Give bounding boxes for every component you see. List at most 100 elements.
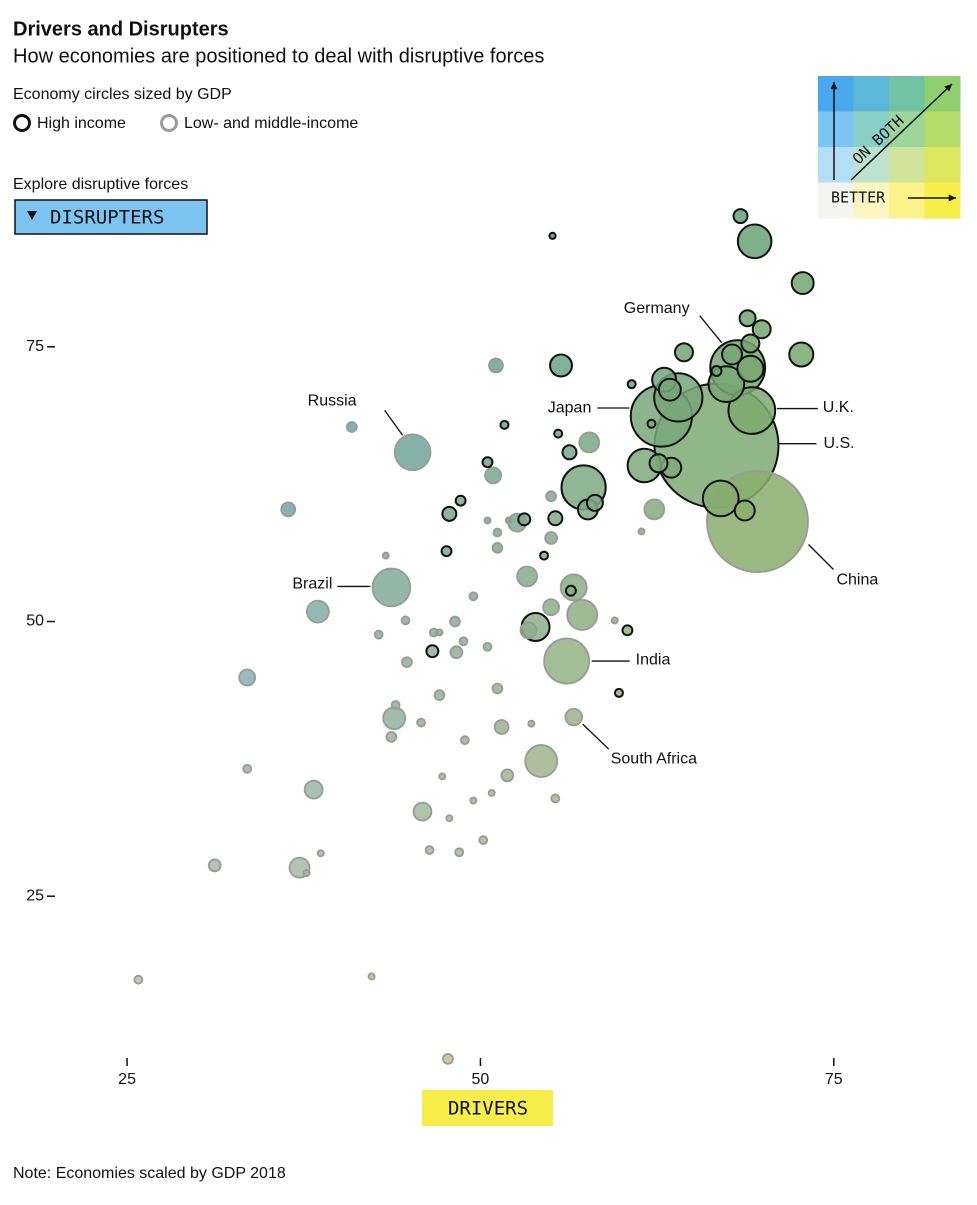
annotation: U.K.	[823, 399, 854, 416]
bubble	[424, 845, 435, 855]
dropdown[interactable]: DISRUPTERS	[14, 199, 208, 235]
bubble	[371, 567, 412, 608]
bubble	[433, 689, 446, 701]
bubble	[401, 656, 413, 669]
bubble	[303, 779, 324, 800]
bubble	[458, 636, 469, 647]
dropdown-box[interactable]	[14, 199, 208, 235]
bubble	[412, 801, 433, 822]
bubble	[504, 516, 513, 525]
bubble	[788, 341, 815, 368]
bubble	[385, 731, 398, 743]
bubble	[207, 858, 222, 873]
legend-arrowhead	[948, 194, 956, 202]
chart-title: Drivers and Disrupters	[13, 18, 229, 40]
bubble	[727, 386, 777, 435]
bubble	[657, 377, 682, 402]
bubble	[483, 516, 492, 525]
bubble	[242, 763, 253, 774]
bubble	[545, 490, 557, 503]
bubble	[613, 687, 624, 698]
bubble	[646, 418, 657, 429]
bubble	[621, 624, 634, 637]
legend-grid-cell	[818, 111, 854, 148]
bubble	[721, 343, 743, 366]
bubble	[637, 527, 646, 536]
bubble	[732, 208, 749, 225]
bubble	[390, 700, 401, 710]
bubble	[547, 510, 564, 527]
chart-subtitle: How economies are positioned to deal wit…	[13, 45, 544, 67]
bubble	[468, 591, 479, 602]
legend-grid-cell	[818, 76, 854, 112]
bubble	[482, 641, 493, 652]
bubble	[306, 599, 330, 624]
bubble	[435, 628, 444, 637]
legend-arrow	[850, 83, 953, 181]
bubble	[500, 768, 515, 783]
y-tick-label: 50	[26, 613, 44, 630]
bubble	[790, 271, 815, 296]
bubble	[550, 793, 561, 804]
bubble	[516, 565, 538, 588]
bubble	[441, 505, 458, 522]
bubble	[585, 493, 604, 512]
legend-arrowhead	[944, 84, 952, 92]
bubble	[517, 512, 532, 527]
y-axis-label[interactable]: DISRUPTERS	[50, 207, 164, 229]
bubble	[493, 719, 510, 735]
legend-grid-cell	[853, 76, 890, 112]
x-tick-label: 75	[825, 1071, 843, 1088]
bubble	[566, 599, 599, 631]
bubble	[740, 333, 761, 354]
legend-grid-cell	[853, 182, 890, 219]
legend-grid-cell	[818, 182, 854, 219]
bubble	[527, 719, 536, 728]
annotation: Russia	[308, 393, 357, 410]
bubble	[736, 223, 773, 260]
dropdown-arrow[interactable]	[27, 211, 37, 220]
bubble	[544, 531, 558, 545]
bubble	[564, 584, 577, 597]
bubble	[539, 550, 550, 561]
bubble	[382, 706, 407, 731]
bubble	[438, 772, 447, 781]
legend-grid-cell	[924, 147, 961, 183]
annotation: U.S.	[823, 435, 854, 452]
bubble	[133, 974, 144, 985]
annotation-line	[582, 723, 610, 750]
legend-grid-cell	[889, 111, 925, 148]
bubble	[499, 419, 510, 430]
bubble	[280, 501, 297, 518]
bubble	[481, 456, 494, 469]
bubble	[345, 421, 358, 433]
bubble	[626, 379, 637, 390]
bubble	[367, 972, 376, 981]
footnote: Note: Economies scaled by GDP 2018	[13, 1165, 286, 1182]
legend-swatch	[160, 114, 178, 132]
legend-swatch	[13, 114, 31, 132]
legend-grid-cell	[818, 147, 854, 183]
bubble	[733, 499, 756, 522]
legend-label: High income	[37, 115, 126, 132]
bubble	[643, 498, 666, 521]
legend-grid-cell	[889, 76, 925, 112]
legend-grid-cell	[853, 111, 890, 148]
y-tick-label: 25	[26, 887, 44, 904]
bubble	[445, 814, 454, 823]
bubble	[564, 707, 583, 727]
bubble	[610, 616, 619, 625]
bubble	[738, 309, 757, 328]
bubble	[701, 479, 740, 518]
bubble	[469, 796, 478, 805]
bubble	[440, 545, 453, 558]
bubble	[487, 788, 496, 797]
bubble	[648, 453, 669, 474]
plot-area	[133, 208, 815, 1065]
bubble	[459, 735, 470, 746]
bubble	[543, 637, 591, 685]
annotation: China	[836, 572, 878, 589]
bubble	[488, 357, 504, 374]
